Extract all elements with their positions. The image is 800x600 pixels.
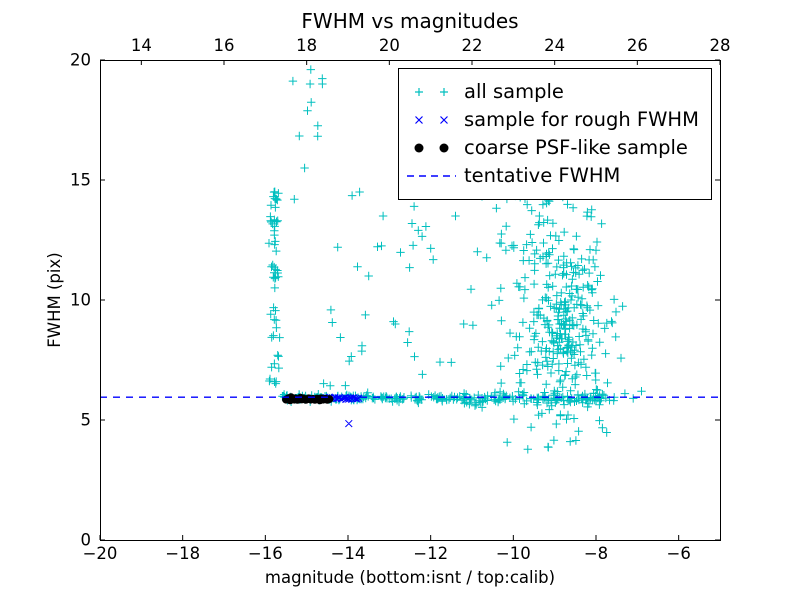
- chart-title: FWHM vs magnitudes: [301, 9, 518, 33]
- top-tick-label: 18: [296, 36, 317, 55]
- all-sample-points: [264, 65, 646, 454]
- legend-label-psf-sample: coarse PSF-like sample: [464, 136, 688, 159]
- top-tick-label: 14: [131, 36, 152, 55]
- legend-box: [398, 68, 712, 200]
- legend-marker-psf-sample-2: [439, 143, 449, 153]
- legend: all sample sample for rough FWHM coarse …: [398, 68, 712, 200]
- y-tick-label: 10: [70, 291, 91, 310]
- y-axis-label: FWHM (pix): [45, 252, 64, 347]
- y-tick-label: 20: [70, 51, 91, 70]
- x-tick-label: −16: [248, 544, 283, 563]
- x-tick-label: −18: [165, 544, 200, 563]
- plot-border: [100, 60, 721, 541]
- legend-marker-rough-fwhm: [415, 116, 448, 124]
- legend-marker-psf-sample-1: [414, 143, 424, 153]
- top-tick-label: 24: [544, 36, 565, 55]
- top-tick-label: 20: [379, 36, 400, 55]
- top-tick-label: 26: [627, 36, 648, 55]
- top-tick-label: 16: [214, 36, 235, 55]
- legend-label-rough-fwhm: sample for rough FWHM: [464, 108, 699, 131]
- psf-sample-point: [325, 395, 334, 404]
- axis-ticks-layer: −20 −18 −16 −14 −12 −10 −8 −6 14 16 18 20 22 24 26 28 0 5…: [70, 36, 731, 563]
- psf-sample-point: [315, 396, 324, 405]
- x-tick-label: −14: [331, 544, 366, 563]
- y-tick-label: 15: [70, 171, 91, 190]
- x-tick-label: −20: [83, 544, 118, 563]
- top-tick-label: 22: [462, 36, 483, 55]
- y-tick-label: 5: [81, 411, 92, 430]
- legend-label-tentative-fwhm: tentative FWHM: [464, 164, 620, 187]
- x-tick-label: −10: [496, 544, 531, 563]
- x-tick-label: −8: [584, 544, 608, 563]
- y-tick-label: 0: [81, 531, 92, 550]
- legend-marker-all-sample: [415, 88, 448, 96]
- plot-points-layer: [100, 65, 720, 454]
- x-tick-label: −6: [667, 544, 691, 563]
- top-tick-label: 28: [710, 36, 731, 55]
- x-axis-label: magnitude (bottom:isnt / top:calib): [265, 568, 555, 587]
- psf-sample-point: [287, 393, 295, 402]
- x-tick-label: −12: [413, 544, 448, 563]
- legend-label-all-sample: all sample: [464, 80, 564, 103]
